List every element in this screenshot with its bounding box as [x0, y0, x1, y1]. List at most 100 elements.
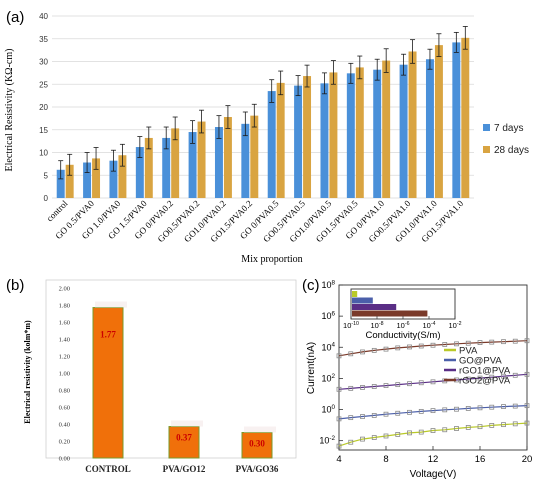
inset-bar: [352, 291, 358, 297]
series-marker: [524, 338, 530, 344]
series-marker: [360, 436, 365, 442]
panel-a-y-axis-label: Electrical Resistivity (KΩ-cm): [4, 49, 15, 172]
bar-shadow: [244, 426, 276, 433]
bar-28-days: [408, 51, 417, 198]
series-marker: [371, 413, 377, 418]
x-tick-label: 20: [522, 454, 533, 465]
legend-label: GO@PVA: [459, 356, 502, 367]
bar-28-days: [461, 37, 470, 199]
series-marker: [442, 342, 448, 347]
bar-28-days: [171, 128, 180, 198]
bar-7-days: [83, 162, 92, 198]
panel-c-inset: 10-10 10-8 10-6 10-4 10-2 Conductivity(S/m): [343, 288, 462, 341]
series-marker: [512, 421, 518, 427]
series-marker: [454, 341, 459, 347]
panel-c-x-axis-label: Voltage(V): [410, 469, 457, 480]
series-marker: [360, 385, 365, 390]
series-marker: [395, 345, 401, 351]
data-label: 0.30: [249, 439, 265, 449]
bar-7-days: [452, 42, 461, 198]
bar-28-days: [144, 137, 153, 198]
inset-x-axis-label: Conductivity(S/m): [366, 330, 441, 341]
bar-28-days: [276, 82, 285, 198]
series-marker: [418, 408, 424, 414]
series-marker: [407, 381, 412, 387]
bar-28-days: [303, 76, 312, 198]
y-tick-label: 1.40: [59, 337, 70, 344]
panel-a-legend: 7 days 28 days: [483, 123, 529, 156]
bar-7-days: [162, 137, 171, 198]
y-tick-label: 0.20: [59, 439, 70, 446]
bar-28-days: [434, 45, 443, 199]
bar-7-days: [346, 73, 355, 198]
inset-x-tick-label: 10-2: [448, 321, 461, 330]
bar-28-days: [329, 72, 338, 198]
bar-7-days: [320, 83, 329, 198]
inset-x-tick-label: 10-8: [370, 321, 383, 330]
series-marker: [371, 347, 377, 353]
legend-label: 7 days: [494, 123, 523, 134]
series-marker: [524, 403, 530, 409]
bar-7-days: [399, 64, 408, 198]
series-marker: [383, 411, 389, 417]
bar-shadow: [95, 301, 127, 308]
series-marker: [465, 340, 471, 346]
inset-x-tick-label: 10-10: [343, 321, 359, 330]
series-marker: [489, 404, 495, 410]
y-tick-label: 10: [39, 149, 48, 158]
series-marker: [465, 406, 471, 411]
series-marker: [489, 423, 495, 428]
panel-b-x-ticks: CONTROL PVA/GO12 PVA/GO36: [85, 464, 279, 474]
series-marker: [477, 375, 483, 381]
series-marker: [465, 425, 471, 430]
series-marker: [512, 403, 518, 409]
y-tick-label: 0: [44, 194, 49, 203]
bar-7-days: [214, 127, 223, 198]
panel-a-bars: [56, 26, 470, 199]
series-marker: [442, 427, 448, 433]
y-tick-label: 100: [321, 404, 335, 415]
panel-a-x-axis-label: Mix proportion: [241, 254, 302, 265]
inset-bar: [352, 297, 373, 304]
y-tick-label: 0.00: [59, 456, 70, 463]
x-tick-label: 4: [336, 454, 341, 465]
bar-7-days: [241, 123, 250, 198]
y-tick-label: 5: [44, 171, 49, 180]
x-tick-label: CONTROL: [85, 464, 131, 474]
series-marker: [336, 416, 342, 422]
inset-bar: [352, 310, 428, 317]
series-marker: [477, 340, 483, 345]
data-label: 1.77: [100, 330, 116, 340]
panel-c-y-ticks: 10-2 100 102 104 106 108: [319, 279, 343, 446]
panel-b-label: (b): [6, 277, 24, 294]
y-tick-label: 108: [321, 279, 335, 290]
bar-7-days: [373, 69, 382, 198]
bar-28-days: [118, 155, 127, 198]
y-tick-label: 10-2: [319, 435, 335, 446]
y-tick-label: 25: [39, 80, 48, 89]
series-marker: [407, 344, 412, 350]
series-line: [338, 405, 528, 420]
series-marker: [418, 343, 424, 349]
series-marker: [395, 382, 401, 388]
series-marker: [383, 346, 389, 352]
series-marker: [395, 432, 401, 437]
series-marker: [430, 379, 436, 385]
y-tick-label: 1.00: [59, 371, 70, 378]
series-marker: [371, 435, 377, 440]
series-marker: [418, 380, 424, 386]
series-marker: [383, 383, 389, 388]
bar-28-days: [355, 67, 364, 198]
legend-swatch: [483, 124, 490, 131]
series-marker: [360, 349, 365, 355]
y-tick-label: 0.80: [59, 388, 70, 395]
bar-28-days: [65, 164, 74, 198]
legend-label: 28 days: [494, 145, 529, 156]
series-marker: [348, 385, 354, 391]
inset-x-tick-label: 10-4: [422, 321, 435, 330]
series-marker: [512, 338, 518, 344]
legend-label: rGO1@PVA: [459, 366, 511, 377]
